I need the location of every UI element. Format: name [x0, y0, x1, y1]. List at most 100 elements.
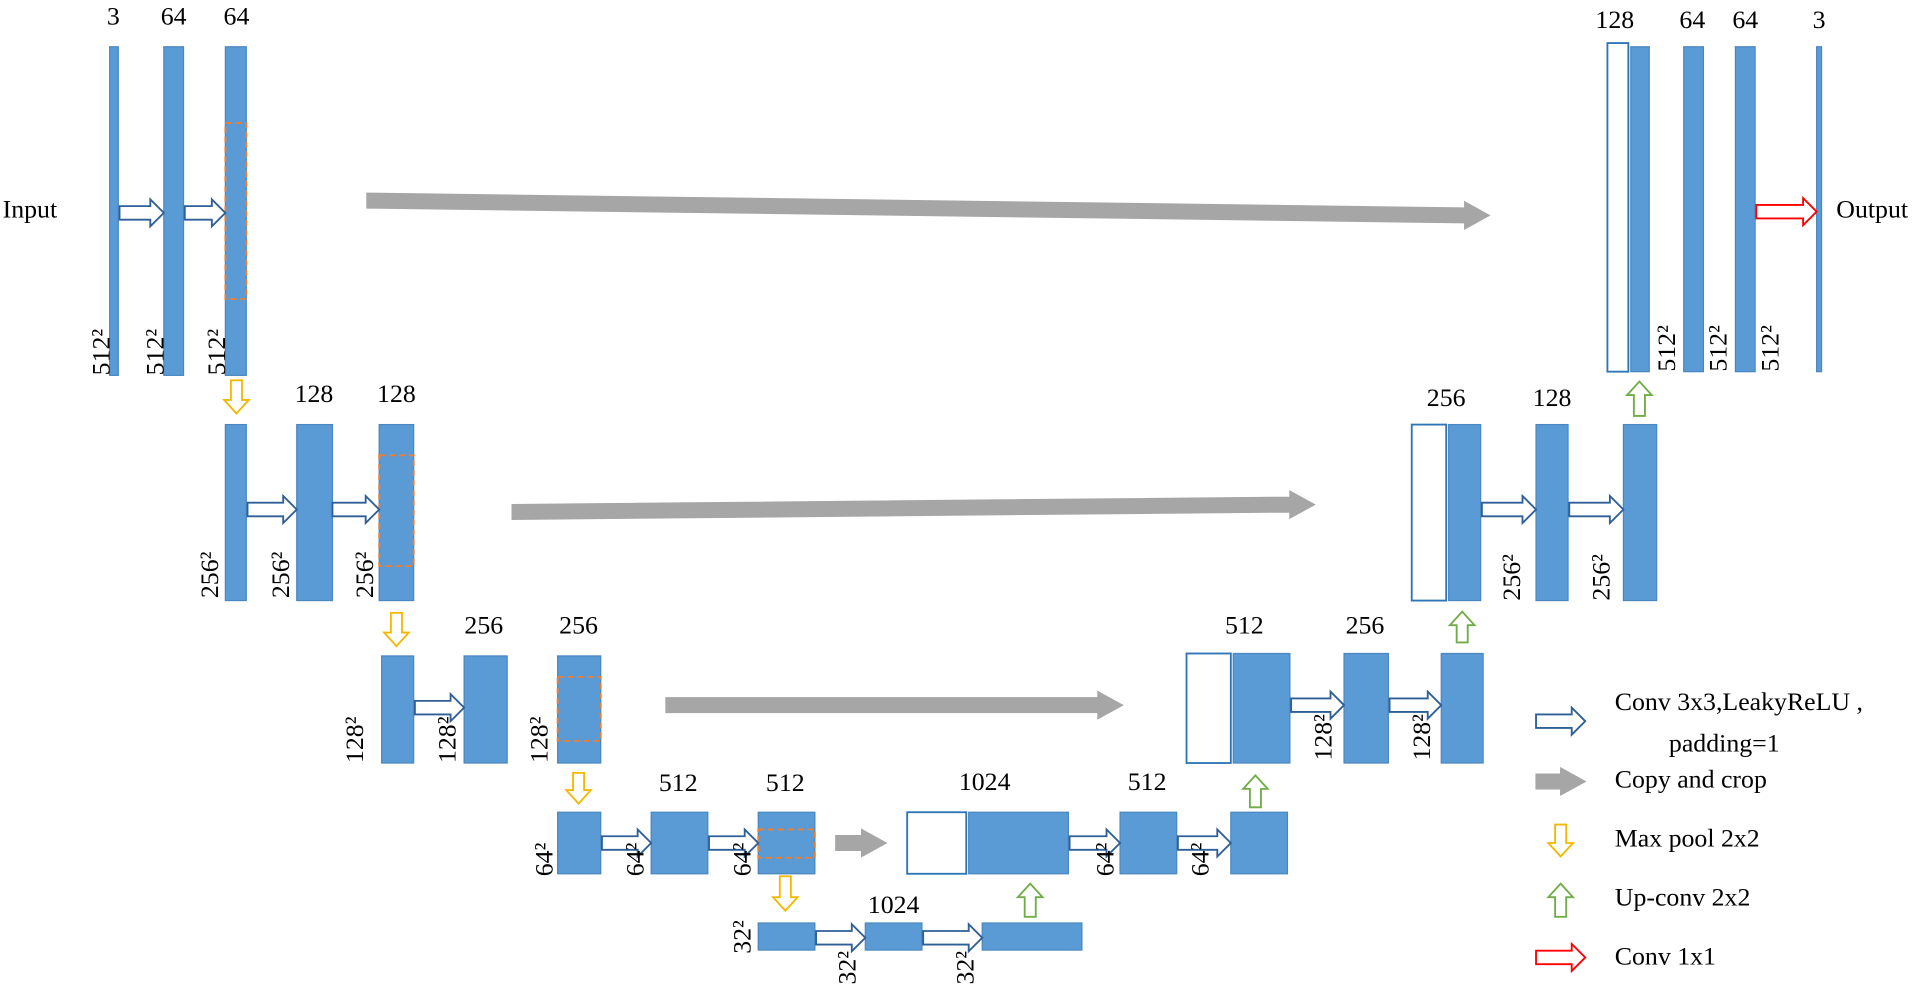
channel-label: 256 — [1346, 611, 1385, 640]
conv-arrow — [331, 493, 381, 526]
copied-feature-map — [1185, 652, 1232, 764]
feature-map — [463, 655, 508, 764]
copy-arrow — [1535, 766, 1587, 797]
feature-map — [1622, 423, 1658, 602]
feature-map — [981, 922, 1083, 951]
legend-label: Conv 3x3,LeakyReLU , — [1615, 687, 1863, 716]
conv-arrow — [118, 197, 166, 229]
size-label: 512² — [1652, 325, 1681, 372]
conv1x1-arrow — [1755, 195, 1818, 228]
feature-map — [864, 922, 923, 951]
size-label: 256² — [1497, 554, 1526, 601]
conv-arrow — [1290, 689, 1346, 721]
legend-label: padding=1 — [1669, 729, 1780, 758]
feature-map — [1535, 423, 1569, 602]
size-label: 128² — [432, 716, 461, 763]
feature-map — [1230, 811, 1289, 875]
maxpool-arrow — [564, 771, 593, 806]
feature-map — [1440, 652, 1484, 764]
upconv-arrow — [1447, 610, 1477, 644]
size-label: 32² — [728, 920, 757, 954]
channel-label: 64 — [161, 1, 187, 30]
conv1x1-arrow — [1535, 941, 1587, 974]
channel-label: 512 — [1128, 767, 1167, 796]
copy-arrow — [366, 192, 1491, 230]
upconv-arrow — [1241, 773, 1270, 809]
size-label: 256² — [1587, 554, 1616, 601]
upconv-arrow — [1625, 380, 1654, 417]
feature-map — [378, 423, 415, 602]
maxpool-arrow — [770, 875, 800, 913]
size-label: 512² — [1704, 325, 1733, 372]
copy-arrow — [835, 828, 888, 858]
channel-label: 1024 — [868, 890, 920, 919]
conv-arrow — [1176, 827, 1233, 859]
channel-label: 64 — [1732, 5, 1758, 34]
size-label: 32² — [950, 951, 979, 985]
size-label: 512² — [202, 329, 231, 376]
size-label: 32² — [832, 951, 861, 985]
crop-region — [556, 675, 602, 742]
size-label: 128² — [340, 716, 369, 763]
maxpool-arrow — [222, 379, 251, 415]
input-label: Input — [3, 195, 58, 224]
legend-label: Max pool 2x2 — [1615, 823, 1760, 852]
size-label: 128² — [1309, 714, 1338, 761]
channel-label: 1024 — [959, 767, 1011, 796]
feature-map — [1232, 652, 1291, 764]
feature-map — [1816, 46, 1823, 373]
channel-label: 512 — [659, 768, 698, 797]
channel-label: 512 — [1225, 611, 1264, 640]
size-label: 512² — [141, 329, 170, 376]
channel-label: 3 — [1813, 5, 1826, 34]
conv-arrow — [708, 827, 760, 859]
size-label: 128² — [1407, 714, 1436, 761]
size-label: 256² — [266, 551, 295, 598]
channel-label: 512 — [766, 768, 805, 797]
feature-map — [1343, 652, 1389, 764]
size-label: 64² — [1185, 842, 1214, 876]
size-label: 256² — [350, 551, 379, 598]
size-label: 64² — [530, 842, 559, 876]
conv-arrow — [1388, 689, 1443, 721]
feature-map — [968, 811, 1069, 875]
copied-feature-map — [1606, 42, 1630, 373]
legend-label: Up-conv 2x2 — [1615, 883, 1751, 912]
channel-label: 128 — [377, 379, 416, 408]
feature-map — [1734, 46, 1756, 373]
output-label: Output — [1836, 195, 1909, 224]
feature-map — [650, 811, 709, 875]
conv-arrow — [1535, 705, 1587, 737]
upconv-arrow — [1015, 882, 1045, 918]
conv-arrow — [815, 922, 867, 954]
channel-label: 64 — [224, 1, 250, 30]
copy-arrow — [511, 489, 1316, 520]
feature-map — [1630, 46, 1650, 373]
crop-region — [757, 828, 816, 859]
copied-feature-map — [1410, 423, 1448, 602]
channel-label: 128 — [1533, 383, 1572, 412]
size-label: 64² — [1091, 842, 1120, 876]
crop-region — [224, 122, 248, 300]
feature-map — [557, 811, 602, 875]
size-label: 512² — [86, 329, 115, 376]
size-label: 128² — [525, 716, 554, 763]
maxpool-arrow — [1546, 823, 1576, 858]
feature-map — [757, 922, 816, 951]
channel-label: 256 — [559, 611, 598, 640]
conv-arrow — [413, 691, 466, 724]
channel-label: 128 — [1595, 5, 1634, 34]
legend-label: Copy and crop — [1615, 764, 1767, 793]
feature-map — [224, 423, 247, 602]
conv-arrow — [1568, 493, 1625, 526]
feature-map — [109, 46, 119, 376]
feature-map — [163, 46, 185, 376]
conv-arrow — [1480, 493, 1538, 526]
copy-arrow — [665, 690, 1124, 720]
copied-feature-map — [906, 811, 968, 875]
size-label: 64² — [621, 842, 650, 876]
feature-map — [757, 811, 816, 875]
crop-region — [378, 454, 415, 568]
size-label: 256² — [195, 551, 224, 598]
